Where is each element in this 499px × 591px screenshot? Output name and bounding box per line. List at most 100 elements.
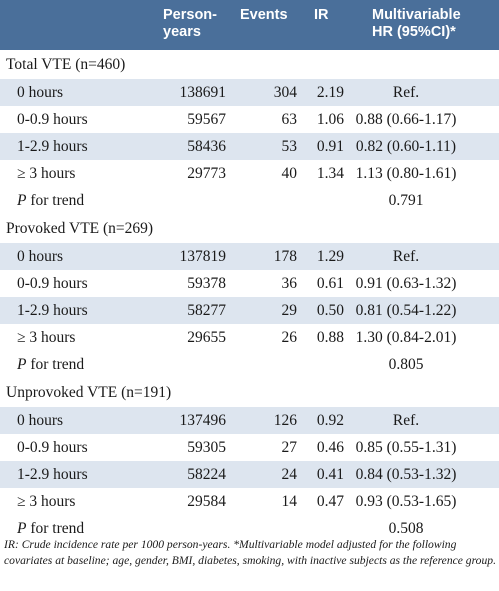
p-trend-label: P for trend <box>17 351 84 378</box>
table-row: 0 hours 137819 178 1.29 Ref. <box>0 243 499 270</box>
row-label: ≥ 3 hours <box>17 493 76 510</box>
row-label: 0-0.9 hours <box>17 275 88 292</box>
table-row: 1-2.9 hours 58224 24 0.41 0.84 (0.53-1.32) <box>0 461 499 488</box>
cell-events: 14 <box>281 493 298 510</box>
cell-person-years: 138691 <box>179 84 227 101</box>
cell-hr: 0.82 (0.60-1.11) <box>355 138 457 155</box>
cell-events: 126 <box>273 412 297 429</box>
cell-hr: 1.30 (0.84-2.01) <box>355 329 457 346</box>
p-trend-label: P for trend <box>17 187 84 214</box>
cell-hr: 0.88 (0.66-1.17) <box>355 111 457 128</box>
table-row: ≥ 3 hours 29773 40 1.34 1.13 (0.80-1.61) <box>0 160 499 187</box>
p-trend-value: 0.508 <box>388 520 424 537</box>
cell-events: 63 <box>281 111 298 128</box>
cell-person-years: 29655 <box>187 329 226 346</box>
cell-person-years: 29584 <box>187 493 226 510</box>
table-row: 1-2.9 hours 58277 29 0.50 0.81 (0.54-1.22) <box>0 297 499 324</box>
section-header: Provoked VTE (n=269) <box>0 214 499 243</box>
p-trend-row: P for trend 0.805 <box>0 351 499 378</box>
header-ir: IR <box>314 7 329 23</box>
cell-person-years: 29773 <box>187 165 226 182</box>
header-person-years: Person- years <box>163 7 217 41</box>
cell-events: 29 <box>281 302 298 319</box>
p-trend-row: P for trend 0.791 <box>0 187 499 214</box>
cell-person-years: 59567 <box>187 111 226 128</box>
table-row: ≥ 3 hours 29584 14 0.47 0.93 (0.53-1.65) <box>0 488 499 515</box>
cell-events: 40 <box>281 165 298 182</box>
cell-ir: 0.61 <box>316 275 344 292</box>
cell-events: 27 <box>281 439 298 456</box>
cell-ir: 0.46 <box>316 439 344 456</box>
p-trend-italic: P <box>17 356 27 373</box>
cell-ir: 0.92 <box>316 412 344 429</box>
header-hr: Multivariable HR (95%CI)* <box>372 7 461 41</box>
cell-person-years: 137496 <box>179 412 227 429</box>
p-trend-label: P for trend <box>17 515 84 542</box>
section-title: Provoked VTE (n=269) <box>6 220 154 237</box>
cell-events: 53 <box>281 138 298 155</box>
section-header: Total VTE (n=460) <box>0 50 499 79</box>
cell-hr: 0.81 (0.54-1.22) <box>355 302 457 319</box>
cell-events: 178 <box>273 248 297 265</box>
row-label: 1-2.9 hours <box>17 466 88 483</box>
row-label: 0-0.9 hours <box>17 111 88 128</box>
table-row: 0-0.9 hours 59305 27 0.46 0.85 (0.55-1.31) <box>0 434 499 461</box>
cell-ir: 0.50 <box>316 302 344 319</box>
row-label: 0 hours <box>17 84 64 101</box>
cell-ir: 1.34 <box>316 165 344 182</box>
table-row: 0 hours 138691 304 2.19 Ref. <box>0 79 499 106</box>
header-person-years-line1: Person- <box>163 7 217 23</box>
cell-ir: 1.06 <box>316 111 344 128</box>
header-person-years-line2: years <box>163 24 201 40</box>
p-trend-text: for trend <box>26 192 85 209</box>
section-header: Unprovoked VTE (n=191) <box>0 378 499 407</box>
cell-events: 26 <box>281 329 298 346</box>
cell-events: 304 <box>273 84 297 101</box>
table-footnote: IR: Crude incidence rate per 1000 person… <box>4 538 496 567</box>
cell-person-years: 59305 <box>187 439 226 456</box>
p-trend-row: P for trend 0.508 <box>0 515 499 542</box>
row-label: 0-0.9 hours <box>17 439 88 456</box>
section-title: Total VTE (n=460) <box>6 56 126 73</box>
results-table: Person- years Events IR Multivariable HR… <box>0 0 499 542</box>
cell-ir: 0.91 <box>316 138 344 155</box>
cell-person-years: 58224 <box>187 466 226 483</box>
cell-hr: 0.93 (0.53-1.65) <box>355 493 457 510</box>
p-trend-italic: P <box>17 520 27 537</box>
cell-person-years: 137819 <box>179 248 227 265</box>
header-hr-line2: HR (95%CI)* <box>372 24 456 40</box>
p-trend-text: for trend <box>26 356 85 373</box>
row-label: 0 hours <box>17 412 64 429</box>
row-label: 1-2.9 hours <box>17 302 88 319</box>
cell-events: 24 <box>281 466 298 483</box>
cell-ir: 0.47 <box>316 493 344 510</box>
table-body: Total VTE (n=460) 0 hours 138691 304 2.19 Ref… <box>0 50 499 542</box>
row-label: 0 hours <box>17 248 64 265</box>
cell-ir: 0.41 <box>316 466 344 483</box>
cell-hr: 0.84 (0.53-1.32) <box>355 466 457 483</box>
table-row: ≥ 3 hours 29655 26 0.88 1.30 (0.84-2.01) <box>0 324 499 351</box>
table-row: 0-0.9 hours 59567 63 1.06 0.88 (0.66-1.17) <box>0 106 499 133</box>
table-header: Person- years Events IR Multivariable HR… <box>0 0 499 50</box>
cell-hr: 0.85 (0.55-1.31) <box>355 439 457 456</box>
row-label: 1-2.9 hours <box>17 138 88 155</box>
cell-hr: Ref. <box>392 84 420 101</box>
p-trend-value: 0.791 <box>388 192 424 209</box>
cell-ir: 2.19 <box>316 84 344 101</box>
p-trend-italic: P <box>17 192 27 209</box>
table-row: 0 hours 137496 126 0.92 Ref. <box>0 407 499 434</box>
cell-hr: 0.91 (0.63-1.32) <box>355 275 457 292</box>
row-label: ≥ 3 hours <box>17 165 76 182</box>
cell-ir: 1.29 <box>316 248 344 265</box>
cell-hr: 1.13 (0.80-1.61) <box>355 165 457 182</box>
row-label: ≥ 3 hours <box>17 329 76 346</box>
header-hr-line1: Multivariable <box>372 7 461 23</box>
p-trend-value: 0.805 <box>388 356 424 373</box>
cell-ir: 0.88 <box>316 329 344 346</box>
table-row: 0-0.9 hours 59378 36 0.61 0.91 (0.63-1.32) <box>0 270 499 297</box>
cell-hr: Ref. <box>392 412 420 429</box>
section-title: Unprovoked VTE (n=191) <box>6 384 172 401</box>
cell-person-years: 58277 <box>187 302 226 319</box>
cell-events: 36 <box>281 275 298 292</box>
cell-person-years: 59378 <box>187 275 226 292</box>
